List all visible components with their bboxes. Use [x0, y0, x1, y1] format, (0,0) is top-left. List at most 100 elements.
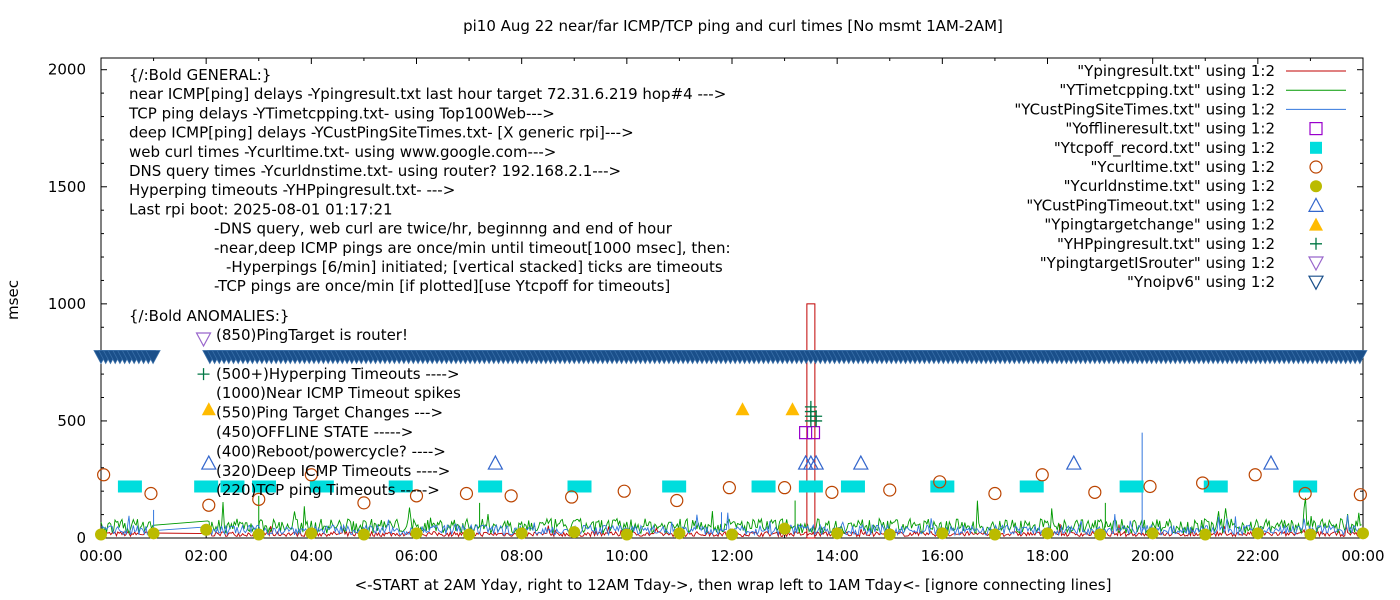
- annotation-anomaly-line: (400)Reboot/powercycle? ---->: [216, 442, 446, 460]
- legend-label: "Ytcpoff_record.txt" using 1:2: [1054, 139, 1275, 158]
- data-point: [117, 480, 142, 493]
- annotation-general-line: web curl times -Ycurltime.txt- using www…: [129, 143, 556, 161]
- annotation-anomaly-line: (220)TCP ping Timeouts ----->: [216, 481, 440, 499]
- data-point: [1035, 468, 1049, 482]
- data-point: [662, 480, 687, 493]
- data-point: [1262, 454, 1279, 470]
- annotation-general-line: DNS query times -Ycurldnstime.txt- using…: [129, 162, 621, 180]
- data-point: [751, 480, 776, 493]
- x-tick-label: 20:00: [1131, 547, 1174, 565]
- data-point: [304, 468, 318, 482]
- x-tick-label: 04:00: [290, 547, 333, 565]
- data-point: [478, 480, 503, 493]
- data-point: [933, 475, 947, 489]
- x-tick-label: 16:00: [921, 547, 964, 565]
- data-point: [804, 400, 817, 413]
- data-point: [1298, 486, 1312, 501]
- x-tick-label: 12:00: [710, 547, 753, 565]
- legend-marker: [1309, 217, 1323, 231]
- data-point: [808, 454, 825, 470]
- data-point: [1203, 480, 1228, 493]
- data-point: [388, 480, 413, 493]
- legend-label: "Ycurldnstime.txt" using 1:2: [1064, 177, 1275, 195]
- chart-title: pi10 Aug 22 near/far ICMP/TCP ping and c…: [463, 17, 1003, 35]
- x-axis-label: <-START at 2AM Yday, right to 12AM Tday-…: [355, 576, 1112, 594]
- data-point: [673, 527, 686, 540]
- annotation-general-line: TCP ping delays -YTimetcpping.txt- using…: [128, 104, 555, 122]
- data-point: [1065, 454, 1082, 470]
- legend-marker: [1310, 237, 1322, 250]
- legend-label: "Yofflineresult.txt" using 1:2: [1065, 120, 1275, 138]
- y-tick-label: 0: [76, 529, 86, 547]
- data-point: [930, 480, 955, 493]
- data-point: [1248, 468, 1262, 482]
- y-tick-label: 1000: [48, 295, 86, 313]
- data-point: [463, 528, 476, 541]
- data-point: [201, 402, 216, 416]
- legend-marker: [1309, 121, 1323, 136]
- series-line: [100, 512, 1362, 537]
- legend-label: "YpingtargetISrouter" using 1:2: [1040, 254, 1275, 272]
- data-point: [810, 410, 823, 423]
- data-point: [147, 527, 160, 540]
- data-point: [357, 496, 371, 510]
- data-point: [1304, 528, 1317, 541]
- legend-marker: [1309, 160, 1323, 174]
- data-point: [1088, 485, 1102, 499]
- annotation-general-line: -DNS query, web curl are twice/hr, begin…: [214, 220, 673, 238]
- annotation-anomaly-line: (1000)Near ICMP Timeout spikes: [216, 384, 461, 402]
- annotation-anomaly-line: (550)Ping Target Changes --->: [216, 404, 443, 422]
- data-point: [620, 528, 633, 541]
- y-tick-label: 1500: [48, 178, 86, 196]
- data-point: [883, 483, 897, 497]
- data-point: [799, 426, 813, 440]
- data-point: [883, 528, 896, 541]
- data-point: [568, 526, 581, 539]
- data-point: [220, 480, 245, 493]
- data-point: [1251, 527, 1264, 540]
- data-point: [1199, 528, 1212, 541]
- x-tick-label: 06:00: [395, 547, 438, 565]
- y-tick-label: 500: [57, 412, 86, 430]
- legend-marker: [1310, 141, 1322, 154]
- x-tick-label: 02:00: [185, 547, 228, 565]
- legend-label: "Ypingtargetchange" using 1:2: [1044, 216, 1275, 234]
- y-axis-label: msec: [4, 280, 22, 320]
- annotation-general-line: -TCP pings are once/min [if plotted][use…: [214, 277, 670, 295]
- data-point: [357, 528, 370, 541]
- data-point: [1143, 479, 1157, 494]
- legend-label: "Ypingresult.txt" using 1:2: [1077, 62, 1275, 80]
- data-point: [515, 527, 528, 540]
- data-point: [831, 527, 844, 540]
- legend-marker: [1307, 256, 1325, 272]
- data-point: [1293, 480, 1318, 493]
- annotation-general-line: {/:Bold GENERAL:}: [129, 66, 271, 84]
- legend-label: "YCustPingTimeout.txt" using 1:2: [1026, 196, 1275, 214]
- data-point: [97, 468, 111, 482]
- data-point: [202, 498, 216, 512]
- data-point: [565, 490, 579, 504]
- data-point: [617, 484, 631, 498]
- data-point: [778, 522, 791, 535]
- series-line: [100, 524, 1362, 538]
- data-point: [459, 486, 474, 501]
- data-point: [852, 454, 869, 470]
- data-point: [936, 527, 949, 540]
- data-point: [1019, 480, 1044, 493]
- data-point: [487, 454, 504, 470]
- legend: "Ypingresult.txt" using 1:2"YTimetcpping…: [1014, 62, 1346, 291]
- annotation-anomaly-line: (450)OFFLINE STATE ----->: [216, 423, 413, 441]
- annotation-general-line: deep ICMP[ping] delays -YCustPingSiteTim…: [129, 124, 634, 142]
- legend-label: "YHPpingresult.txt" using 1:2: [1057, 235, 1275, 253]
- data-point: [1352, 350, 1368, 365]
- data-point: [195, 332, 212, 348]
- data-point: [409, 489, 424, 503]
- data-point: [1094, 528, 1107, 541]
- legend-marker: [1307, 197, 1325, 212]
- data-point: [840, 480, 865, 493]
- annotation-general-line: Last rpi boot: 2025-08-01 01:17:21: [129, 200, 393, 218]
- data-point: [988, 486, 1002, 501]
- series-line: [100, 497, 1362, 535]
- data-point: [305, 527, 318, 540]
- data-point: [1353, 488, 1367, 502]
